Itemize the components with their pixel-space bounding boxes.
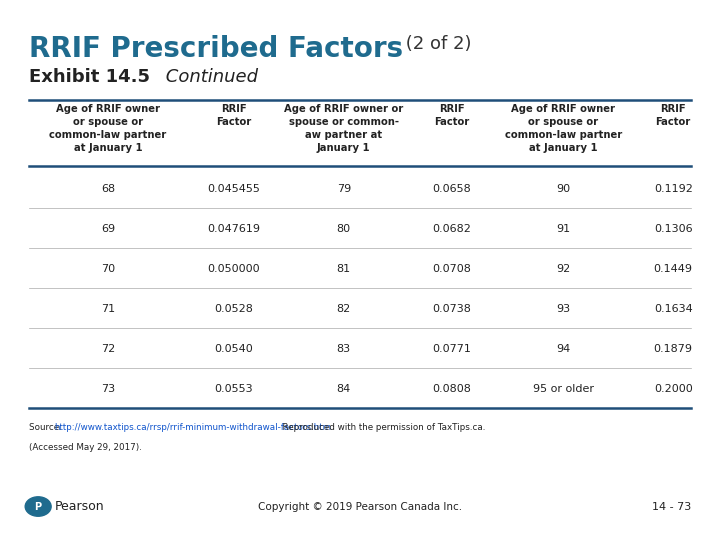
Text: RRIF Prescribed Factors: RRIF Prescribed Factors [29,35,403,63]
Text: 95 or older: 95 or older [533,383,594,394]
Text: Age of RRIF owner
or spouse or
common-law partner
at January 1: Age of RRIF owner or spouse or common-la… [505,104,622,153]
Text: 0.0808: 0.0808 [433,383,471,394]
Text: 90: 90 [557,184,570,194]
Text: (2 of 2): (2 of 2) [400,35,471,53]
Text: 93: 93 [557,303,570,314]
Text: 0.0553: 0.0553 [215,383,253,394]
Text: 81: 81 [337,264,351,274]
Text: 0.0528: 0.0528 [215,303,253,314]
Text: 71: 71 [101,303,115,314]
Text: RRIF
Factor: RRIF Factor [434,104,469,127]
Text: 82: 82 [337,303,351,314]
Text: 0.047619: 0.047619 [207,224,261,234]
Text: Pearson: Pearson [55,500,104,513]
Text: 0.045455: 0.045455 [207,184,261,194]
Text: Reproduced with the permission of TaxTips.ca.: Reproduced with the permission of TaxTip… [277,423,485,432]
Text: 91: 91 [557,224,570,234]
Text: 0.1192: 0.1192 [654,184,693,194]
Text: 73: 73 [101,383,115,394]
Text: 72: 72 [101,343,115,354]
Text: 70: 70 [101,264,115,274]
Text: 0.050000: 0.050000 [207,264,261,274]
Text: 80: 80 [337,224,351,234]
Text: 0.2000: 0.2000 [654,383,693,394]
Text: 0.1306: 0.1306 [654,224,693,234]
Text: Copyright © 2019 Pearson Canada Inc.: Copyright © 2019 Pearson Canada Inc. [258,502,462,511]
Text: 14 - 73: 14 - 73 [652,502,691,511]
Text: P: P [35,502,42,511]
Text: 0.0738: 0.0738 [433,303,471,314]
Text: 92: 92 [557,264,570,274]
Text: Source:: Source: [29,423,65,432]
Text: Exhibit 14.5: Exhibit 14.5 [29,68,150,85]
Text: 0.0540: 0.0540 [215,343,253,354]
Text: 69: 69 [101,224,115,234]
Text: RRIF
Factor: RRIF Factor [217,104,251,127]
Text: Age of RRIF owner or
spouse or common-
aw partner at
January 1: Age of RRIF owner or spouse or common- a… [284,104,403,153]
Text: 0.0708: 0.0708 [433,264,471,274]
Text: Age of RRIF owner
or spouse or
common-law partner
at January 1: Age of RRIF owner or spouse or common-la… [50,104,166,153]
Text: RRIF
Factor: RRIF Factor [656,104,690,127]
Text: 83: 83 [337,343,351,354]
Text: 94: 94 [557,343,570,354]
Text: 79: 79 [337,184,351,194]
Text: 0.0771: 0.0771 [433,343,471,354]
Text: 0.1634: 0.1634 [654,303,693,314]
Text: (Accessed May 29, 2017).: (Accessed May 29, 2017). [29,443,142,453]
Text: 0.0658: 0.0658 [433,184,471,194]
Text: Continued: Continued [160,68,258,85]
Text: 0.0682: 0.0682 [433,224,471,234]
Text: http://www.taxtips.ca/rrsp/rrif-minimum-withdrawal-factors.htm: http://www.taxtips.ca/rrsp/rrif-minimum-… [55,423,332,432]
Text: 0.1449: 0.1449 [654,264,693,274]
Text: 0.1879: 0.1879 [654,343,693,354]
Text: 68: 68 [101,184,115,194]
Text: 84: 84 [337,383,351,394]
